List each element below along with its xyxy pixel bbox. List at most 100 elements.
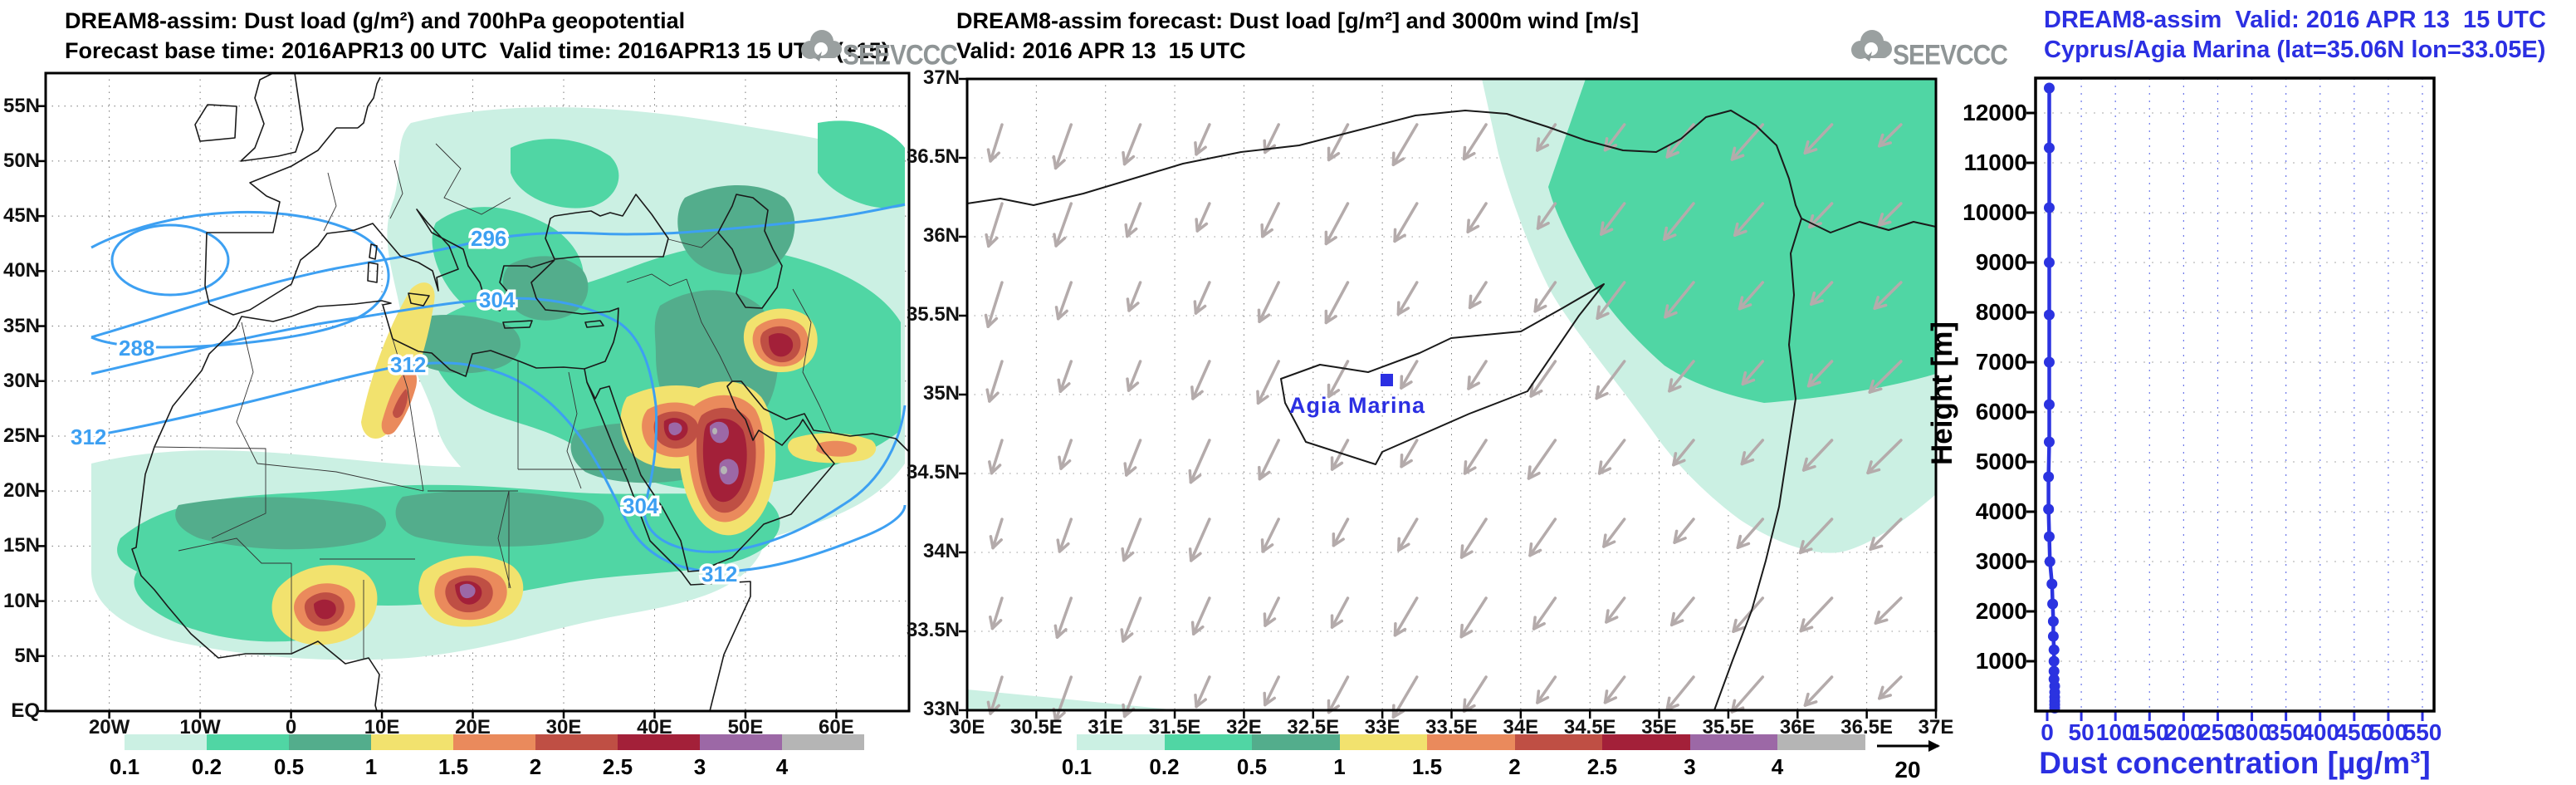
wind-arrow-shaft <box>1190 518 1211 562</box>
wind-arrow-head <box>1058 455 1063 470</box>
wind-arrow-head <box>1798 547 1813 555</box>
wind-arrow-shaft <box>1125 439 1142 477</box>
profile-ticks <box>2026 111 2424 721</box>
wind-arrow-shaft <box>1400 360 1419 390</box>
wind-arrow <box>1536 202 1557 230</box>
mid-lat-label: 33N <box>922 698 960 720</box>
wind-arrow-head <box>1878 133 1884 148</box>
wind-arrow-shaft <box>1056 281 1073 321</box>
wind-arrow-head <box>1866 468 1881 475</box>
left-legend-segment <box>125 734 207 750</box>
wind-arrow <box>1877 202 1903 227</box>
wind-arrow-shaft <box>1665 675 1695 711</box>
wind-arrow-head <box>1324 236 1337 246</box>
wind-arrow-head <box>1330 619 1344 629</box>
wind-arrow-head <box>1260 223 1264 238</box>
left-lat-label: 5N <box>14 644 40 667</box>
wind-arrow-head <box>1803 692 1810 707</box>
middle-legend-value: 2 <box>1508 754 1521 779</box>
wind-arrow <box>1393 202 1419 243</box>
wind-arrow-head <box>1528 542 1533 557</box>
wind-arrow-head <box>1668 378 1674 393</box>
middle-legend-value: 1 <box>1333 754 1346 779</box>
wind-arrow-head <box>1330 461 1344 471</box>
wind-arrow-shaft <box>1878 675 1903 700</box>
wind-arrow-shaft <box>1595 360 1626 400</box>
wind-arrow-head <box>1602 540 1616 548</box>
profile-point <box>2043 82 2055 94</box>
left-legend-segment <box>289 734 371 750</box>
wind-arrow-shaft <box>1189 439 1211 484</box>
wind-arrow-head <box>1798 540 1805 555</box>
wind-arrow-head <box>1127 381 1140 392</box>
wind-arrow-shaft <box>1663 202 1695 241</box>
wind-arrow-head <box>1058 542 1070 553</box>
height-tick-label: 7000 <box>1975 349 2027 375</box>
wind-reference-value: 20 <box>1894 757 1920 783</box>
profile-point <box>2043 202 2055 213</box>
wind-arrow-shaft <box>1258 439 1280 481</box>
wind-arrow-shaft <box>1730 675 1765 714</box>
wind-arrow-head <box>1396 307 1410 316</box>
wind-arrow-head <box>1877 220 1892 227</box>
wind-arrow-shaft <box>1532 596 1557 630</box>
wind-arrow-shaft <box>1669 596 1695 627</box>
wind-arrow-head <box>1393 627 1407 637</box>
wind-arrow-head <box>989 616 995 630</box>
profile-point <box>2048 674 2060 685</box>
left-lat-label: 40N <box>2 259 40 282</box>
wind-arrow-shaft <box>1673 518 1695 544</box>
left-legend-segment <box>782 734 864 750</box>
wind-arrow-head <box>1536 695 1550 704</box>
wind-arrow-shaft <box>988 360 1004 403</box>
right-panel: DREAM8-assim Valid: 2016 APR 13 15 UTC C… <box>1992 0 2576 785</box>
wind-arrow <box>1054 281 1073 321</box>
left-lon-label: 0 <box>285 716 297 738</box>
left-legend-value: 4 <box>775 754 789 779</box>
wind-arrow-head <box>1324 315 1337 325</box>
middle-legend-segment <box>1077 734 1165 750</box>
wind-arrow-head <box>1195 222 1209 233</box>
left-lat-label: 45N <box>2 204 40 228</box>
wind-arrow-head <box>990 464 1002 475</box>
dust-profile-chart <box>2026 76 2436 721</box>
wind-arrow <box>1596 281 1626 320</box>
wind-arrow-shaft <box>1324 281 1350 325</box>
wind-arrow <box>1462 123 1488 161</box>
wind-arrow-shaft <box>989 675 1004 715</box>
wind-arrow-head <box>1600 221 1605 236</box>
wind-arrow-shaft <box>1261 202 1280 238</box>
cloud-icon <box>801 30 842 61</box>
wind-arrow-shaft <box>1799 596 1834 633</box>
wind-arrow <box>1324 202 1350 246</box>
left-legend-value: 0.2 <box>191 754 222 779</box>
profile-point <box>2043 531 2055 542</box>
wind-arrow-head <box>1740 451 1747 466</box>
wind-arrow <box>1878 675 1903 700</box>
wind-arrow <box>1466 202 1488 233</box>
height-tick-label: 1000 <box>1975 648 2027 674</box>
wind-arrow-head <box>1730 146 1737 161</box>
profile-point <box>2043 503 2055 515</box>
wind-arrow-shaft <box>1665 123 1695 159</box>
mid-lon-label: 30.5E <box>1009 716 1063 738</box>
profile-point <box>2047 598 2059 610</box>
wind-arrow-shaft <box>1596 281 1626 320</box>
profile-line <box>2043 82 2060 714</box>
wind-arrow-head <box>1602 533 1607 548</box>
wind-arrow <box>1595 360 1626 400</box>
wind-arrow-head <box>1258 465 1262 481</box>
contour-label-296: 296 <box>471 226 506 251</box>
left-lat-label: 20N <box>2 479 40 503</box>
wind-arrow-shaft <box>1528 518 1557 557</box>
wind-arrow <box>1459 518 1488 559</box>
wind-arrow-head <box>1532 616 1537 630</box>
wind-arrow-head <box>1869 537 1875 551</box>
wind-arrow <box>1332 518 1350 547</box>
wind-arrow-shaft <box>1603 675 1626 704</box>
wind-arrow <box>1260 202 1280 238</box>
conc-tick-label: 50 <box>2068 719 2095 745</box>
wind-arrow-head <box>1672 459 1686 467</box>
wind-arrow-head <box>1191 625 1205 635</box>
wind-arrow-head <box>1595 385 1600 400</box>
